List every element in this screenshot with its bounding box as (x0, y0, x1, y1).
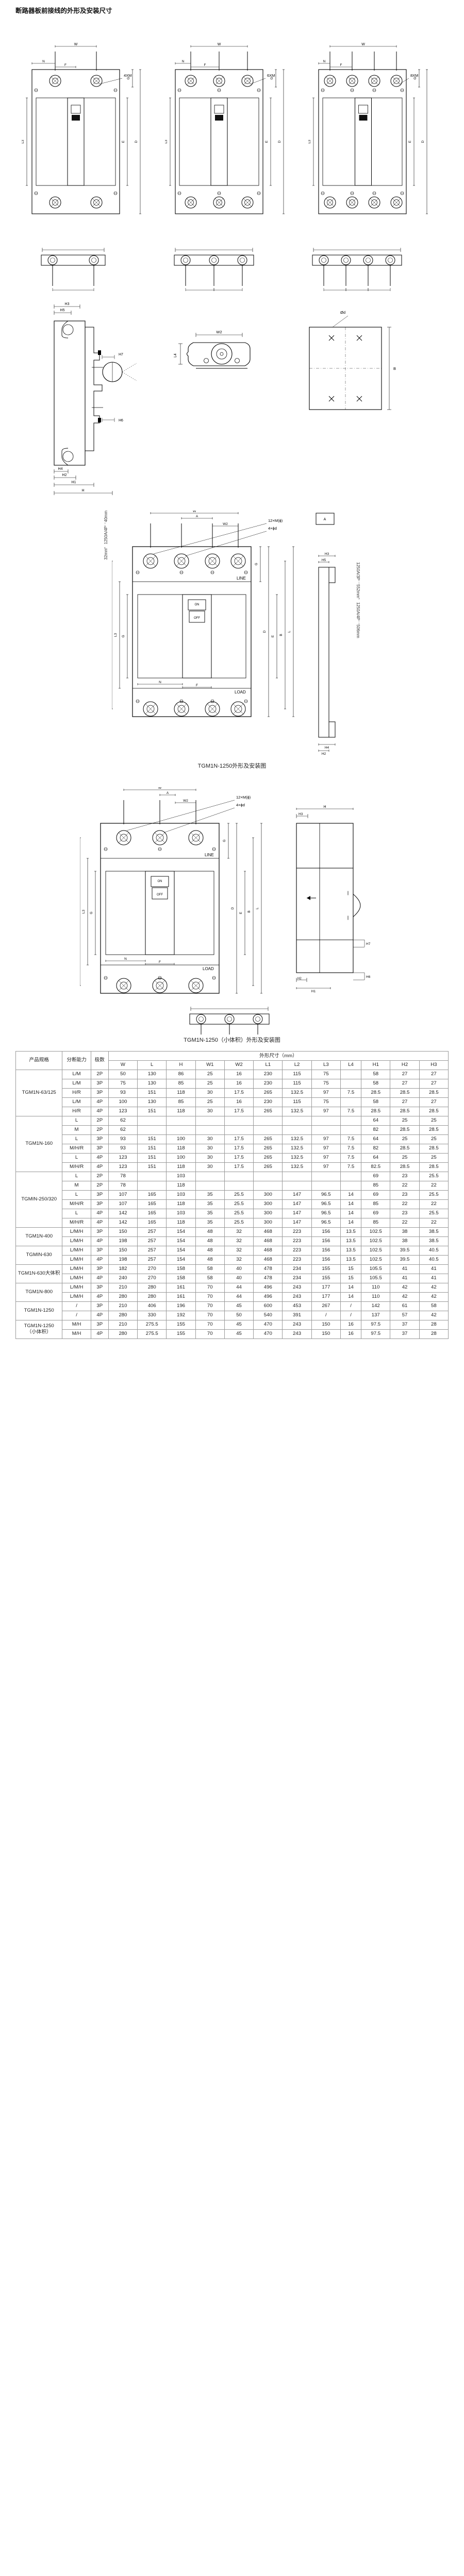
svg-text:H2: H2 (62, 473, 67, 477)
svg-text:A: A (324, 518, 326, 521)
svg-text:W2: W2 (216, 330, 222, 334)
svg-text:H2: H2 (322, 752, 326, 756)
svg-text:E: E (239, 911, 243, 914)
svg-text:LOAD: LOAD (203, 967, 214, 971)
svg-text:F: F (159, 960, 161, 964)
svg-text:L3: L3 (165, 140, 168, 144)
svg-text:F: F (204, 63, 206, 67)
svg-text:L3: L3 (114, 633, 118, 637)
svg-text:F: F (64, 63, 67, 67)
svg-text:H2: H2 (297, 977, 302, 980)
svg-text:H4: H4 (58, 467, 63, 471)
svg-text:H5: H5 (322, 558, 326, 562)
svg-text:F: F (340, 63, 342, 67)
svg-text:H1: H1 (72, 481, 76, 484)
svg-text:D: D (263, 630, 267, 633)
svg-text:H: H (323, 805, 326, 809)
svg-text:W: W (193, 511, 196, 513)
svg-text:G: G (255, 563, 258, 565)
svg-text:H1: H1 (311, 990, 316, 993)
svg-text:H: H (81, 489, 84, 493)
svg-text:L4: L4 (174, 353, 177, 358)
svg-text:12×M(ϕ): 12×M(ϕ) (268, 518, 283, 523)
svg-text:L: L (256, 907, 259, 909)
svg-text:H7: H7 (366, 942, 371, 946)
svg-text:ON: ON (158, 880, 162, 883)
svg-text:N: N (182, 60, 185, 63)
svg-text:D: D (231, 907, 235, 909)
svg-text:E: E (271, 635, 275, 637)
svg-text:D: D (421, 140, 425, 143)
svg-text:N: N (124, 957, 127, 961)
svg-text:G: G (413, 77, 417, 79)
svg-text:N: N (323, 60, 326, 63)
svg-text:D: D (278, 140, 281, 143)
svg-text:B: B (247, 910, 251, 912)
svg-text:W: W (74, 43, 78, 46)
svg-text:L3: L3 (82, 910, 86, 914)
svg-text:W2: W2 (223, 522, 228, 526)
svg-text:E: E (122, 140, 125, 143)
svg-text:G: G (223, 839, 226, 842)
svg-text:LINE: LINE (205, 853, 214, 857)
svg-text:W: W (218, 43, 221, 46)
svg-text:E: E (265, 140, 269, 143)
svg-text:ON: ON (195, 603, 200, 606)
svg-text:LOAD: LOAD (235, 690, 246, 694)
svg-text:OFF: OFF (194, 617, 200, 620)
svg-text:E: E (408, 140, 412, 143)
svg-text:H3: H3 (325, 552, 329, 556)
svg-text:H5: H5 (60, 309, 65, 312)
svg-text:4×ϕd: 4×ϕd (268, 526, 277, 531)
svg-text:LINE: LINE (237, 576, 246, 581)
svg-text:G: G (122, 635, 125, 637)
svg-text:N: N (159, 681, 161, 684)
svg-text:A: A (167, 791, 169, 795)
svg-text:Ød: Ød (340, 310, 345, 315)
svg-text:G: G (270, 77, 274, 79)
svg-text:W2: W2 (183, 799, 188, 803)
svg-text:H7: H7 (119, 353, 123, 357)
svg-text:L3: L3 (22, 140, 25, 144)
svg-text:L: L (288, 631, 291, 633)
svg-text:D: D (135, 140, 138, 143)
svg-text:H3: H3 (65, 302, 70, 306)
svg-text:G: G (90, 911, 93, 914)
svg-text:H4: H4 (325, 746, 329, 750)
svg-text:OFF: OFF (157, 893, 163, 896)
svg-text:H3: H3 (299, 812, 303, 816)
svg-text:G: G (127, 77, 130, 79)
svg-text:4×ϕd: 4×ϕd (236, 803, 245, 807)
svg-text:B: B (393, 366, 396, 371)
svg-text:W: W (361, 43, 365, 46)
svg-text:H6: H6 (119, 419, 123, 422)
svg-text:B: B (279, 634, 283, 636)
svg-text:A: A (196, 515, 198, 518)
svg-text:H6: H6 (366, 975, 371, 979)
svg-text:L3: L3 (308, 140, 311, 144)
svg-text:W: W (158, 787, 162, 790)
svg-text:F: F (196, 684, 198, 687)
svg-text:N: N (42, 60, 45, 63)
svg-text:12×M(ϕ): 12×M(ϕ) (236, 795, 251, 800)
